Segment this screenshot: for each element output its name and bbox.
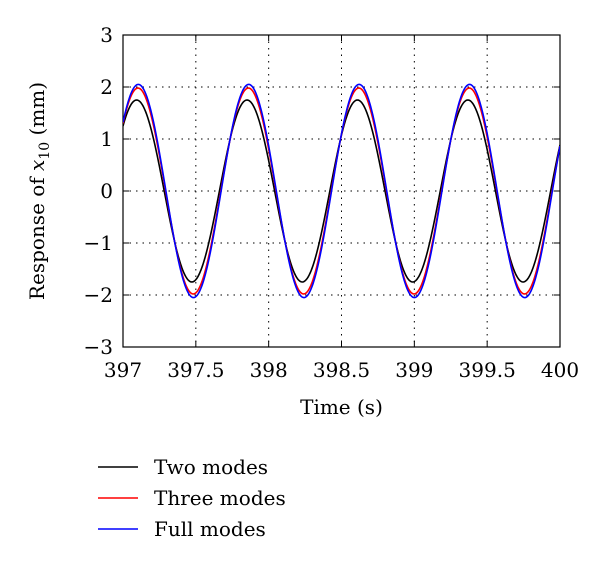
x-axis-label: Time (s) [300,395,383,419]
y-tick-label: −3 [84,335,113,359]
y-tick-label: 0 [100,179,113,203]
y-tick-label: −2 [84,283,113,307]
legend: Two modes Three modes Full modes [98,455,286,541]
axis-ticks [122,34,561,348]
legend-label: Two modes [154,455,268,479]
legend-label: Full modes [154,517,266,541]
y-tick-label: 2 [100,75,113,99]
series-line-full-modes [123,83,560,299]
y-axis-label-suffix: (mm) [25,82,49,142]
x-tick-label: 399.5 [459,358,516,382]
x-tick-label: 398 [250,358,288,382]
x-tick-label: 400 [541,358,579,382]
x-tick-labels: 397 397.5 398 398.5 399 399.5 400 [104,358,579,382]
x-tick-label: 398.5 [313,358,370,382]
y-axis-label-subscript: 10 [37,142,53,160]
y-axis-label-variable: x [25,160,49,171]
x-tick-label: 397.5 [167,358,224,382]
legend-label: Three modes [154,486,286,510]
grid-lines [123,35,560,347]
y-axis-label: Response of x10 (mm) [25,82,53,300]
y-axis-label-prefix: Response of [25,171,49,300]
x-tick-label: 397 [104,358,142,382]
x-tick-label: 399 [395,358,433,382]
y-tick-labels: −3 −2 −1 0 1 2 3 [84,23,113,359]
y-tick-label: 3 [100,23,113,47]
series-lines [123,83,560,299]
y-tick-label: −1 [84,231,113,255]
y-tick-label: 1 [100,127,113,151]
